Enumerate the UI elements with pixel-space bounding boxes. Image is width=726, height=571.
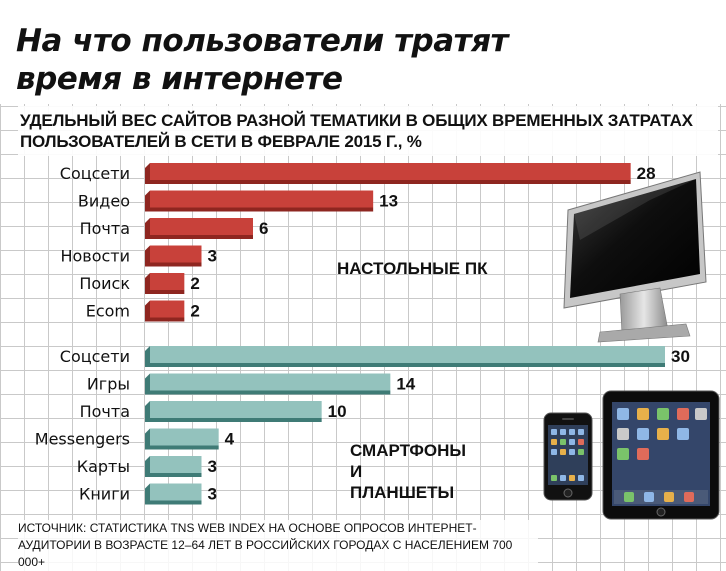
desktop-bar — [145, 163, 631, 184]
mobile-category-label: Соцсети — [60, 347, 130, 366]
mobile-group-label: СМАРТФОНЫ И ПЛАНШЕТЫ — [350, 441, 466, 502]
desktop-value-label: 6 — [259, 219, 268, 238]
mobile-value-label: 3 — [208, 457, 217, 476]
mobile-category-label: Почта — [80, 402, 130, 421]
monitor-icon — [563, 171, 707, 343]
desktop-group-label: НАСТОЛЬНЫЕ ПК — [337, 259, 488, 278]
desktop-value-label: 2 — [190, 302, 199, 321]
desktop-category-label: Видео — [78, 192, 130, 211]
desktop-category-label: Почта — [80, 219, 130, 238]
mobile-category-label: Messengers — [35, 430, 130, 449]
desktop-bar — [145, 245, 202, 267]
mobile-value-label: 30 — [671, 347, 690, 366]
desktop-category-label: Ecom — [86, 302, 130, 321]
mobile-category-label: Карты — [77, 457, 130, 476]
desktop-value-label: 28 — [637, 164, 656, 183]
mobile-bar — [145, 346, 665, 367]
mobile-bar — [145, 401, 322, 422]
mobile-bar — [145, 483, 202, 505]
tablet-icon — [602, 390, 720, 520]
mobile-bar — [145, 373, 391, 395]
page-title: На что пользователи тратят время в интер… — [16, 23, 509, 97]
mobile-bar — [145, 428, 219, 450]
desktop-bar — [145, 273, 185, 294]
mobile-value-label: 4 — [225, 430, 235, 449]
desktop-category-label: Соцсети — [60, 164, 130, 183]
desktop-value-label: 2 — [190, 274, 199, 293]
mobile-value-label: 14 — [396, 375, 415, 394]
subtitle-band — [18, 106, 718, 156]
desktop-category-label: Поиск — [79, 274, 130, 293]
mobile-category-label: Игры — [87, 375, 130, 394]
desktop-bar — [145, 218, 253, 239]
desktop-bar — [145, 300, 185, 322]
title-block — [0, 0, 726, 104]
mobile-value-label: 10 — [328, 402, 347, 421]
desktop-value-label: 13 — [379, 192, 398, 211]
mobile-value-label: 3 — [208, 485, 217, 504]
mobile-category-label: Книги — [79, 485, 130, 504]
mobile-bar — [145, 456, 202, 477]
desktop-bar — [145, 190, 374, 212]
desktop-category-label: Новости — [60, 247, 130, 266]
desktop-value-label: 3 — [208, 247, 217, 266]
source-footnote: ИСТОЧНИК: СТАТИСТИКА TNS WEB INDEX НА ОС… — [18, 520, 538, 571]
chart-subtitle: УДЕЛЬНЫЙ ВЕС САЙТОВ РАЗНОЙ ТЕМАТИКИ В ОБ… — [20, 111, 693, 151]
smartphone-icon — [543, 412, 593, 501]
